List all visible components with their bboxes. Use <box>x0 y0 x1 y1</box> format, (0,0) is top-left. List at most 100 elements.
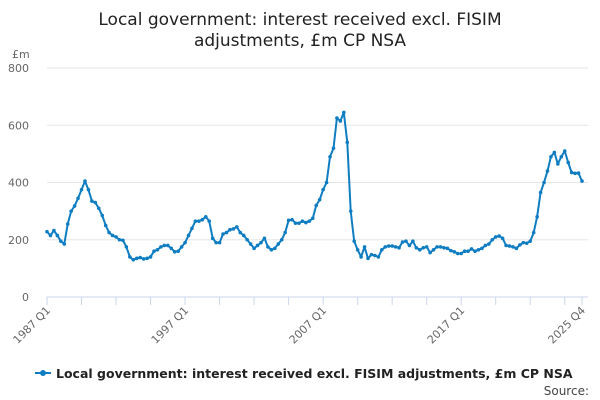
data-point[interactable] <box>355 247 360 252</box>
data-point[interactable] <box>207 219 212 223</box>
data-point[interactable] <box>380 247 384 252</box>
data-point[interactable] <box>283 230 287 235</box>
data-point[interactable] <box>128 255 132 259</box>
data-point[interactable] <box>286 218 291 223</box>
data-point[interactable] <box>290 217 294 222</box>
data-point[interactable] <box>376 255 381 259</box>
data-point[interactable] <box>145 256 149 261</box>
data-point[interactable] <box>400 240 405 244</box>
data-point[interactable] <box>86 187 91 192</box>
data-point[interactable] <box>190 226 194 231</box>
data-point[interactable] <box>248 242 253 246</box>
data-point[interactable] <box>397 245 401 250</box>
data-point[interactable] <box>238 230 243 235</box>
data-point[interactable] <box>407 243 412 248</box>
data-point[interactable] <box>110 233 115 238</box>
data-point[interactable] <box>542 180 546 185</box>
legend[interactable]: Local government: interest received excl… <box>35 366 573 381</box>
data-point[interactable] <box>373 253 377 258</box>
data-point[interactable] <box>462 249 467 253</box>
data-point[interactable] <box>273 246 277 251</box>
data-point[interactable] <box>107 230 111 235</box>
data-point[interactable] <box>252 246 256 251</box>
data-point[interactable] <box>221 232 225 236</box>
data-point[interactable] <box>259 240 263 245</box>
data-point[interactable] <box>580 179 584 183</box>
data-point[interactable] <box>179 245 184 249</box>
data-point[interactable] <box>241 233 246 238</box>
data-point[interactable] <box>183 240 187 245</box>
data-point[interactable] <box>166 243 170 248</box>
data-point[interactable] <box>321 187 325 192</box>
data-point[interactable] <box>524 241 529 245</box>
data-point[interactable] <box>335 116 339 120</box>
data-point[interactable] <box>293 221 298 225</box>
data-point[interactable] <box>76 196 80 201</box>
data-point[interactable] <box>79 187 84 192</box>
data-point[interactable] <box>269 247 274 252</box>
data-point[interactable] <box>345 140 350 145</box>
data-point[interactable] <box>362 245 367 249</box>
data-point[interactable] <box>172 249 177 254</box>
data-point[interactable] <box>493 235 498 239</box>
data-point[interactable] <box>159 245 163 249</box>
data-point[interactable] <box>169 246 174 251</box>
data-point[interactable] <box>331 146 336 150</box>
data-point[interactable] <box>103 223 108 228</box>
data-point[interactable] <box>276 242 281 246</box>
data-point[interactable] <box>96 206 101 211</box>
data-point[interactable] <box>552 150 557 155</box>
data-point[interactable] <box>404 239 408 243</box>
data-point[interactable] <box>279 237 284 242</box>
data-point[interactable] <box>562 149 567 153</box>
data-point[interactable] <box>417 247 422 252</box>
data-point[interactable] <box>500 236 505 241</box>
data-point[interactable] <box>69 209 73 213</box>
data-point[interactable] <box>366 256 370 261</box>
data-point[interactable] <box>138 255 142 260</box>
data-point[interactable] <box>359 255 363 259</box>
data-point[interactable] <box>435 245 439 249</box>
data-point[interactable] <box>514 246 519 251</box>
data-point[interactable] <box>504 243 508 248</box>
data-point[interactable] <box>393 245 398 249</box>
data-point[interactable] <box>193 219 198 223</box>
data-point[interactable] <box>452 249 457 254</box>
data-point[interactable] <box>511 245 515 249</box>
data-point[interactable] <box>117 237 122 242</box>
data-point[interactable] <box>297 221 301 225</box>
data-point[interactable] <box>455 251 460 256</box>
data-point[interactable] <box>490 237 495 242</box>
data-point[interactable] <box>338 119 343 123</box>
data-point[interactable] <box>538 190 543 195</box>
data-point[interactable] <box>310 216 315 221</box>
data-point[interactable] <box>59 239 63 243</box>
data-point[interactable] <box>573 171 577 176</box>
data-point[interactable] <box>255 243 260 248</box>
data-point[interactable] <box>100 213 105 218</box>
data-point[interactable] <box>90 199 94 203</box>
data-point[interactable] <box>235 225 239 229</box>
data-point[interactable] <box>245 237 249 242</box>
data-point[interactable] <box>442 245 446 250</box>
data-point[interactable] <box>431 247 436 252</box>
data-point[interactable] <box>390 244 394 248</box>
data-point[interactable] <box>300 219 305 223</box>
data-point[interactable] <box>186 233 191 238</box>
data-point[interactable] <box>414 245 419 250</box>
data-point[interactable] <box>124 245 129 249</box>
data-point[interactable] <box>352 239 356 243</box>
data-point[interactable] <box>162 243 167 248</box>
data-point[interactable] <box>348 209 353 213</box>
data-point[interactable] <box>324 180 329 185</box>
data-point[interactable] <box>369 252 374 257</box>
data-point[interactable] <box>55 233 60 238</box>
data-point[interactable] <box>483 243 488 248</box>
data-point[interactable] <box>217 240 222 245</box>
data-point[interactable] <box>535 215 539 219</box>
data-point[interactable] <box>210 236 215 241</box>
data-point[interactable] <box>521 240 526 245</box>
data-point[interactable] <box>428 250 432 255</box>
data-point[interactable] <box>328 154 332 159</box>
data-point[interactable] <box>566 160 570 165</box>
